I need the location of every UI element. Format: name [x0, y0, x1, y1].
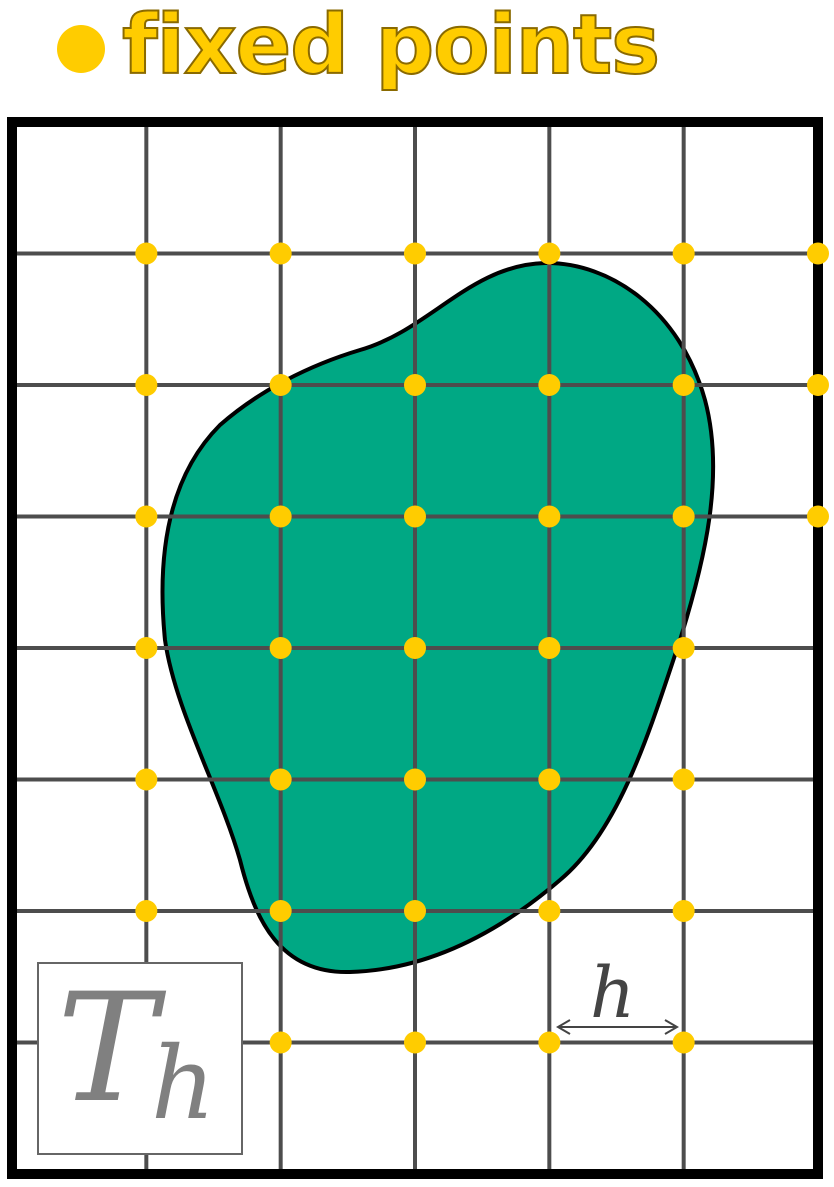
- fixed-point: [404, 242, 426, 265]
- fixed-point: [404, 768, 426, 791]
- fixed-point: [672, 900, 695, 922]
- fixed-point: [404, 637, 426, 659]
- fixed-point: [538, 505, 561, 528]
- fixed-point: [538, 242, 561, 265]
- fixed-point: [269, 505, 292, 528]
- fixed-point: [269, 900, 292, 922]
- fixed-point: [672, 768, 695, 791]
- fixed-point: [672, 637, 695, 659]
- domain-layer: [160, 260, 716, 975]
- frame-layer: [7, 117, 823, 1179]
- fixed-point: [538, 900, 561, 922]
- legend-label: fixed points: [121, 0, 661, 94]
- spacing-label: h: [590, 952, 636, 1034]
- fixed-point: [807, 374, 829, 396]
- spacing-indicator: [556, 1019, 679, 1035]
- fixed-point: [672, 374, 695, 396]
- legend: fixed points: [0, 0, 834, 112]
- fixed-point: [538, 374, 561, 396]
- fixed-point: [538, 637, 561, 659]
- fixed-point: [269, 1031, 292, 1054]
- fixed-point: [135, 637, 158, 659]
- fixed-point: [672, 1031, 695, 1054]
- mesh-frame: [7, 117, 823, 1179]
- fixed-point: [672, 505, 695, 528]
- fixed-point: [807, 242, 829, 265]
- fixed-point: [672, 242, 695, 265]
- fixed-point-marker-icon: [57, 25, 105, 73]
- fixed-point: [135, 374, 158, 396]
- spacing-arrowhead-left: [556, 1019, 571, 1035]
- fixed-point: [135, 768, 158, 791]
- fixed-point: [404, 900, 426, 922]
- mesh-symbol-box: T h: [37, 962, 243, 1155]
- fixed-point: [404, 374, 426, 396]
- fixed-point: [135, 505, 158, 528]
- mesh-symbol: T: [57, 962, 158, 1136]
- fixed-point: [269, 242, 292, 265]
- fixed-point: [807, 505, 829, 528]
- fixed-point: [404, 1031, 426, 1054]
- fixed-point: [269, 768, 292, 791]
- fixed-point: [538, 1031, 561, 1054]
- fixed-point: [135, 900, 158, 922]
- spacing-arrowhead-right: [664, 1019, 679, 1035]
- fixed-point: [135, 242, 158, 265]
- fixed-points: [135, 242, 829, 1054]
- fixed-point: [269, 374, 292, 396]
- fixed-point: [404, 505, 426, 528]
- fixed-point: [269, 637, 292, 659]
- fixed-point: [538, 768, 561, 791]
- domain-shape: [160, 260, 716, 975]
- mesh-symbol-subscript: h: [151, 1025, 216, 1142]
